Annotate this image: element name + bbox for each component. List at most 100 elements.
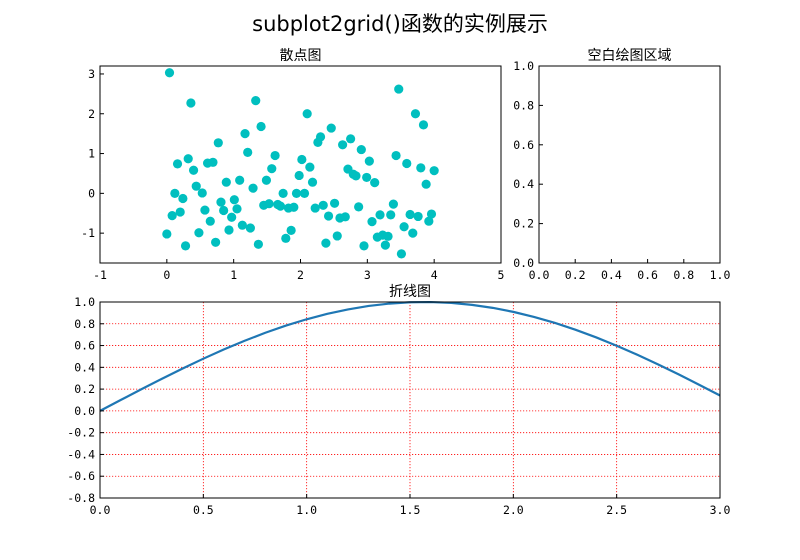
scatter-points [162,68,439,259]
scatter-point [310,203,320,213]
scatter-point [235,175,245,185]
scatter-point [416,163,426,173]
scatter-point [170,188,180,198]
scatter-point [188,165,199,175]
scatter-point [211,237,221,247]
y-tick-label: -0.8 [67,491,95,505]
scatter-point [186,98,196,108]
scatter-point [291,188,302,198]
scatter-axes: 散点图 -1 0 1 2 3 4 5 -1 0 1 2 3 [81,48,504,282]
scatter-point [323,211,334,221]
y-tick-label: 1.0 [74,295,95,309]
scatter-point [380,240,390,250]
line-axes-frame [99,301,721,499]
scatter-ticks: -1 0 1 2 3 4 5 -1 0 1 2 3 [81,67,504,282]
scatter-point [396,249,407,259]
scatter-point [240,129,250,139]
scatter-point [270,150,280,161]
scatter-point [245,223,255,233]
scatter-point [178,193,188,204]
scatter-point [243,147,253,157]
scatter-point [164,68,175,78]
scatter-point [191,181,201,191]
scatter-point [221,177,231,187]
y-tick-label: 0.2 [513,217,534,231]
scatter-point [200,205,210,215]
x-tick-label: -1 [93,268,107,282]
x-tick-label: 0.0 [90,503,111,517]
y-tick-label: 1.0 [513,59,534,73]
scatter-point [394,84,404,94]
scatter-point [167,211,177,221]
x-tick-label: 3.0 [710,503,731,517]
scatter-point [329,198,340,208]
scatter-point [426,209,437,219]
scatter-point [386,210,396,220]
x-tick-label: 1.0 [710,268,731,282]
scatter-point [388,199,398,209]
scatter-point [229,195,239,205]
scatter-point [205,216,215,226]
scatter-point [315,132,326,142]
line-axes: 折线图 0.0 0.5 1.0 1.5 2.0 2.5 3.0 -0.8 -0.6 -0.4 -0.… [67,284,730,517]
scatter-point [213,138,223,148]
scatter-point [410,109,421,119]
y-tick-label: 0.8 [74,317,95,331]
scatter-point [429,166,439,176]
scatter-point [370,178,380,188]
scatter-point [208,157,218,167]
scatter-point [413,211,423,222]
scatter-point [346,134,356,144]
x-tick-label: 2.5 [606,503,627,517]
y-tick-label: 3 [88,67,95,81]
scatter-point [172,159,183,169]
x-tick-label: 4 [431,268,438,282]
x-tick-label: 0 [163,268,170,282]
scatter-point [356,144,366,155]
scatter-point [302,109,312,119]
x-tick-label: 1.5 [400,503,421,517]
x-tick-label: 0.0 [529,268,550,282]
scatter-point [175,207,185,217]
y-tick-label: -0.4 [67,447,95,461]
scatter-point [375,210,385,220]
y-tick-label: 0 [88,186,95,200]
scatter-point [405,209,415,220]
line-ticks: 0.0 0.5 1.0 1.5 2.0 2.5 3.0 -0.8 -0.6 -0.4 -0.2 0.0… [67,295,730,517]
scatter-point [197,188,207,198]
x-tick-label: 0.6 [637,268,658,282]
scatter-point [227,212,237,222]
x-tick-label: 2.0 [503,503,524,517]
x-tick-label: 0.4 [601,268,622,282]
y-tick-label: 0.4 [513,177,534,191]
scatter-point [340,212,350,222]
scatter-point [219,205,229,216]
y-tick-label: 0.6 [513,138,534,152]
scatter-point [256,121,266,132]
scatter-point [367,217,377,227]
scatter-point [332,231,342,241]
scatter-point [286,225,296,235]
figure-title: subplot2grid()函数的实例展示 [252,12,548,36]
scatter-point [307,177,318,187]
y-tick-label: 2 [88,107,95,121]
scatter-point [338,140,348,150]
scatter-point [194,228,204,238]
scatter-point [351,171,361,181]
y-tick-label: 0.0 [74,404,95,418]
scatter-point [354,202,364,212]
scatter-point [383,231,393,241]
scatter-point [399,222,409,232]
scatter-point [318,200,328,210]
y-tick-label: 0.6 [74,339,95,353]
scatter-point [297,154,307,165]
scatter-point [180,241,191,251]
scatter-point [264,199,274,209]
scatter-point [408,228,418,238]
scatter-point [364,156,374,166]
scatter-point [402,158,412,169]
scatter-point [261,175,272,185]
scatter-point [391,150,401,161]
scatter-point [248,183,258,193]
